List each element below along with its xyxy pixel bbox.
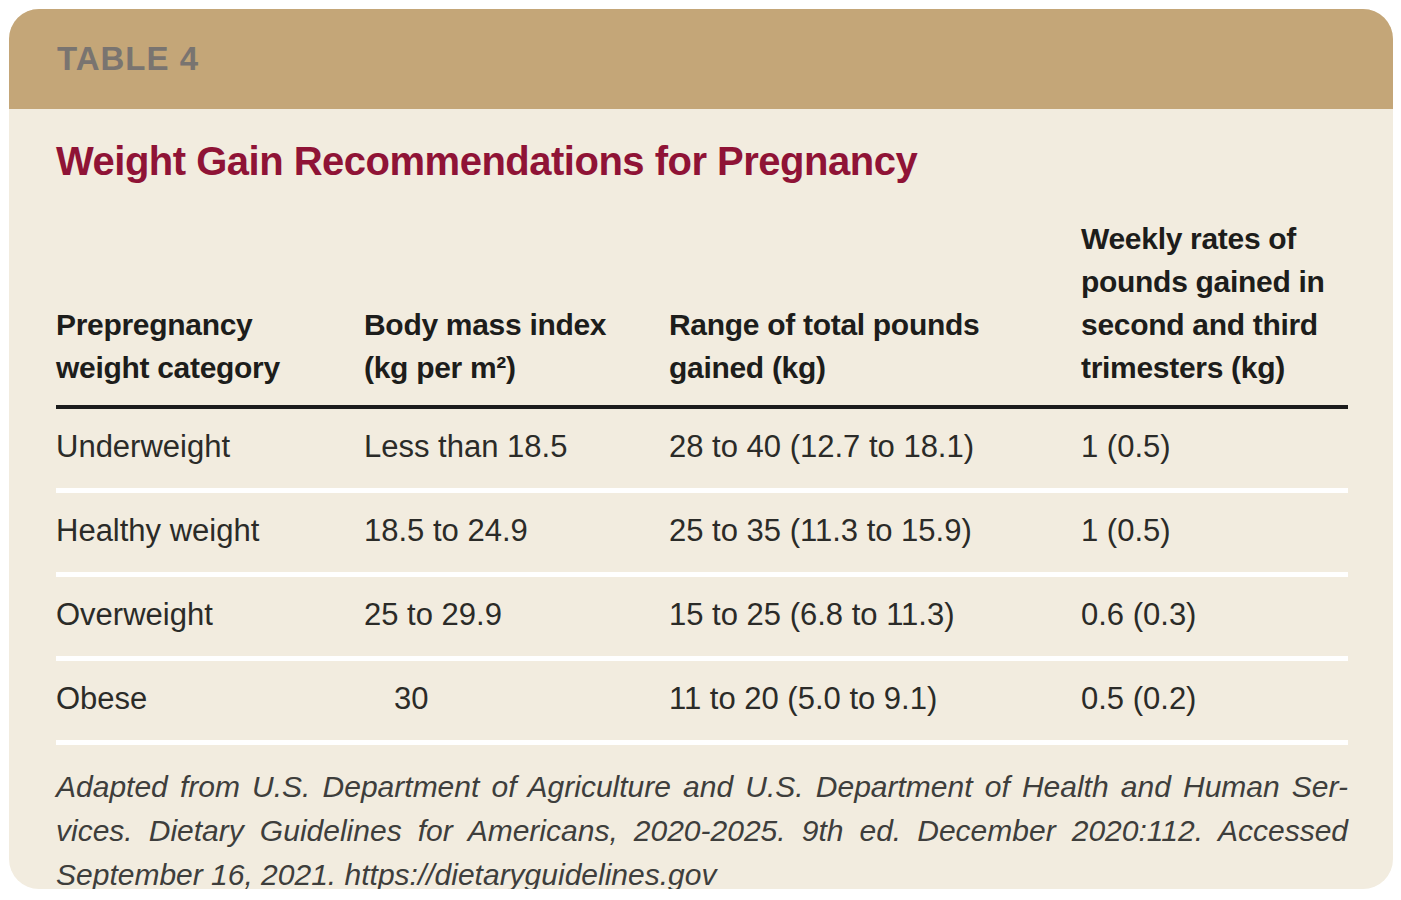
column-header-weekly-rate: Weekly rates of pounds gained in second … <box>1081 218 1348 407</box>
cell-bmi: 30 <box>364 658 669 742</box>
cell-category: Overweight <box>56 574 364 658</box>
table-row-healthy-weight: Healthy weight 18.5 to 24.9 25 to 35 (11… <box>56 490 1348 574</box>
table-head: Prepregnancy weight category Body mass i… <box>56 218 1348 407</box>
table-header-band: TABLE 4 <box>9 9 1393 109</box>
column-header-total-pounds: Range of total pounds gained (kg) <box>669 218 1081 407</box>
header-row: Prepregnancy weight category Body mass i… <box>56 218 1348 407</box>
table-body: Underweight Less than 18.5 28 to 40 (12.… <box>56 407 1348 743</box>
table-title: Weight Gain Recommendations for Pregnanc… <box>56 139 1348 184</box>
table-label: TABLE 4 <box>57 40 199 78</box>
cell-category: Underweight <box>56 407 364 491</box>
column-header-weight-category: Prepregnancy weight category <box>56 218 364 407</box>
cell-total-pounds: 25 to 35 (11.3 to 15.9) <box>669 490 1081 574</box>
column-header-bmi: Body mass index (kg per m²) <box>364 218 669 407</box>
table-row-underweight: Underweight Less than 18.5 28 to 40 (12.… <box>56 407 1348 491</box>
cell-weekly-rate: 0.5 (0.2) <box>1081 658 1348 742</box>
cell-category: Obese <box>56 658 364 742</box>
cell-bmi: Less than 18.5 <box>364 407 669 491</box>
table-row-obese: Obese 30 11 to 20 (5.0 to 9.1) 0.5 (0.2) <box>56 658 1348 742</box>
cell-total-pounds: 28 to 40 (12.7 to 18.1) <box>669 407 1081 491</box>
weight-gain-table: Prepregnancy weight category Body mass i… <box>56 218 1348 745</box>
table-content: Weight Gain Recommendations for Pregnanc… <box>9 139 1393 889</box>
footnote-line: September 16, 2021. https://dietaryguide… <box>56 853 1348 889</box>
cell-bmi: 25 to 29.9 <box>364 574 669 658</box>
cell-bmi: 18.5 to 24.9 <box>364 490 669 574</box>
cell-weekly-rate: 1 (0.5) <box>1081 407 1348 491</box>
cell-total-pounds: 15 to 25 (6.8 to 11.3) <box>669 574 1081 658</box>
table-row-overweight: Overweight 25 to 29.9 15 to 25 (6.8 to 1… <box>56 574 1348 658</box>
cell-weekly-rate: 0.6 (0.3) <box>1081 574 1348 658</box>
cell-total-pounds: 11 to 20 (5.0 to 9.1) <box>669 658 1081 742</box>
table-card: TABLE 4 Weight Gain Recommendations for … <box>9 9 1393 889</box>
footnote-line: Adapted from U.S. Department of Agricult… <box>56 765 1348 809</box>
cell-category: Healthy weight <box>56 490 364 574</box>
cell-weekly-rate: 1 (0.5) <box>1081 490 1348 574</box>
source-footnote: Adapted from U.S. Department of Agricult… <box>56 765 1348 889</box>
footnote-line: vices. Dietary Guidelines for Americans,… <box>56 809 1348 853</box>
